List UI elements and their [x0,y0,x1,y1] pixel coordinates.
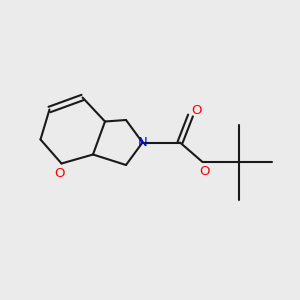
Text: N: N [138,136,147,149]
Text: O: O [191,103,202,117]
Text: O: O [199,165,209,178]
Text: O: O [55,167,65,180]
